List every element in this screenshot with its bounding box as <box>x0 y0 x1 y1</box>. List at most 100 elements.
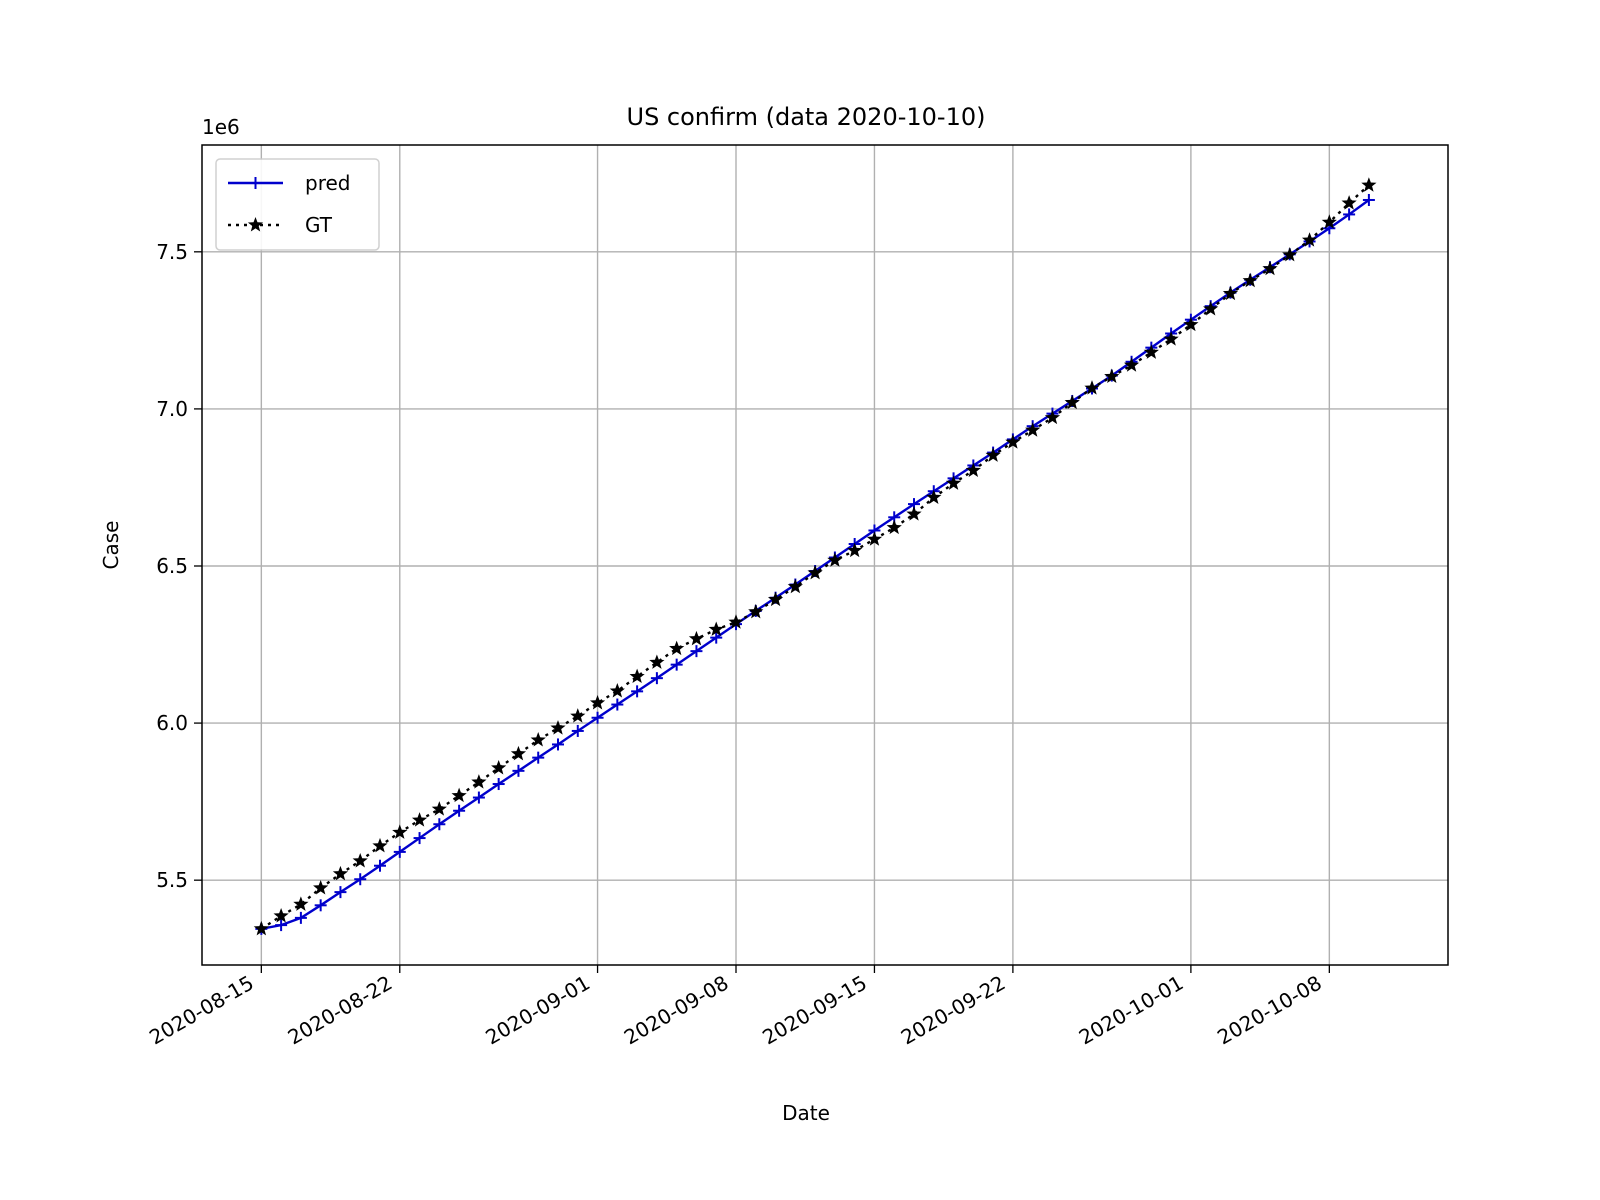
data-point-pred <box>413 832 426 845</box>
data-point-pred <box>354 873 367 886</box>
data-point-gt <box>1064 394 1080 410</box>
data-point-gt <box>411 812 428 827</box>
legend-box <box>215 158 380 251</box>
data-point-gt <box>352 853 368 868</box>
data-point-pred <box>314 899 327 912</box>
y-tick-label: 6.0 <box>156 711 188 735</box>
data-point-pred <box>374 859 386 872</box>
data-point-pred <box>611 698 624 711</box>
data-point-gt <box>1301 232 1318 247</box>
data-point-gt <box>293 896 309 911</box>
data-point-gt <box>431 801 447 816</box>
data-point-gt <box>332 865 349 881</box>
data-point-gt <box>965 462 981 477</box>
data-point-pred <box>532 751 545 764</box>
data-point-pred <box>690 645 703 658</box>
data-point-pred <box>275 919 288 932</box>
data-point-pred <box>710 631 723 644</box>
data-point-gt <box>1203 301 1219 316</box>
data-point-gt <box>1242 272 1258 288</box>
data-point-pred <box>670 658 683 671</box>
data-point-pred <box>433 818 446 831</box>
data-point-gt <box>451 787 467 803</box>
data-point-gt <box>807 564 823 580</box>
legend-swatch-marker <box>247 217 264 232</box>
data-point-pred <box>334 886 347 899</box>
data-point-gt <box>1005 434 1021 449</box>
data-point-gt <box>550 720 566 735</box>
legend: pred GT <box>215 158 380 251</box>
data-point-gt <box>787 578 803 594</box>
plot-area-frame <box>201 144 1449 966</box>
data-point-gt <box>1025 422 1041 437</box>
data-point-gt <box>609 683 625 698</box>
data-point-gt <box>748 603 764 619</box>
series-layer <box>253 177 1377 936</box>
data-point-pred <box>1362 193 1375 206</box>
y-tick-label: 6.5 <box>156 554 188 578</box>
data-point-gt <box>1044 409 1061 425</box>
data-point-gt <box>313 880 329 895</box>
data-point-gt <box>1123 357 1140 372</box>
y-tick-label: 7.0 <box>156 397 188 421</box>
data-point-gt <box>589 694 606 710</box>
data-point-gt <box>392 824 408 839</box>
data-point-gt <box>886 519 902 535</box>
legend-swatch-marker <box>249 177 262 189</box>
data-point-gt <box>510 745 527 761</box>
data-point-gt <box>570 708 586 723</box>
data-point-gt <box>827 552 843 567</box>
data-point-gt <box>253 920 269 936</box>
data-point-gt <box>866 531 883 546</box>
data-point-gt <box>1262 260 1278 276</box>
data-point-gt <box>471 774 487 789</box>
data-point-pred <box>512 764 525 777</box>
legend-item-pred: pred <box>228 171 350 195</box>
data-point-gt <box>1341 195 1357 210</box>
data-point-pred <box>571 724 584 737</box>
legend-label: GT <box>305 213 333 237</box>
data-point-gt <box>926 489 942 504</box>
y-offset-label: 1e6 <box>202 115 240 139</box>
grid <box>202 145 1448 965</box>
data-point-gt <box>906 506 922 521</box>
data-point-pred <box>591 711 604 724</box>
data-point-gt <box>1143 344 1159 359</box>
x-axis-label: Date <box>782 1101 830 1125</box>
data-point-pred <box>453 804 466 817</box>
data-point-gt <box>649 654 665 669</box>
data-point-gt <box>1361 177 1377 192</box>
data-point-gt <box>629 668 645 684</box>
data-point-gt <box>708 621 724 636</box>
data-point-pred <box>393 845 406 858</box>
legend-label: pred <box>305 171 350 195</box>
data-point-gt <box>1282 246 1298 262</box>
data-point-gt <box>1222 285 1239 301</box>
data-point-gt <box>669 640 685 656</box>
data-point-gt <box>945 475 962 490</box>
series-gt <box>253 177 1377 936</box>
y-tick-label: 5.5 <box>156 868 188 892</box>
data-point-gt <box>1084 380 1100 395</box>
data-point-gt <box>728 614 744 629</box>
data-point-gt <box>1183 316 1199 332</box>
data-point-gt <box>767 591 784 607</box>
data-point-pred <box>552 738 564 751</box>
chart-title: US confirm (data 2020-10-10) <box>627 103 986 131</box>
y-axis-label: Case <box>99 521 123 570</box>
data-point-pred <box>492 778 505 791</box>
data-point-pred <box>650 672 663 685</box>
data-point-gt <box>530 732 546 747</box>
data-point-gt <box>847 542 863 558</box>
data-point-gt <box>1104 368 1120 384</box>
data-point-gt <box>273 907 289 923</box>
data-point-gt <box>985 447 1001 462</box>
data-point-gt <box>372 837 388 853</box>
legend-item-gt: GT <box>228 213 333 237</box>
data-point-gt <box>1163 331 1179 346</box>
data-point-pred <box>294 911 307 924</box>
data-point-gt <box>1321 214 1337 229</box>
data-point-gt <box>688 630 705 646</box>
data-point-pred <box>1343 208 1356 221</box>
